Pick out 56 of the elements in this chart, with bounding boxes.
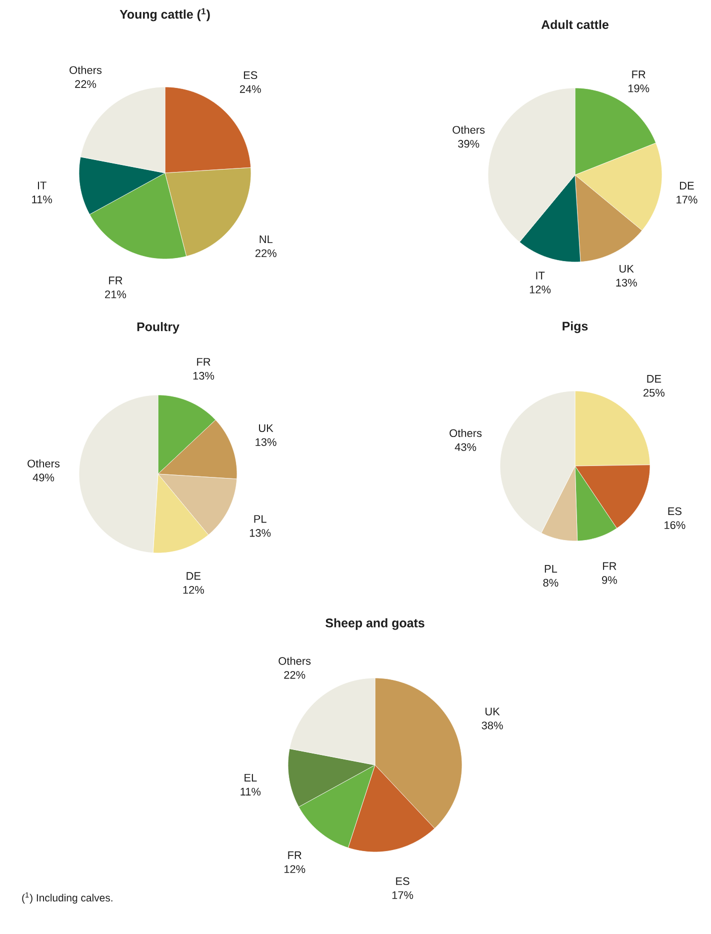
data-label: 39%: [458, 140, 480, 148]
data-label: 17%: [392, 891, 414, 899]
slice-label: Others: [278, 656, 311, 665]
data-label: 11%: [240, 788, 261, 796]
chart-title: Poultry: [137, 322, 180, 334]
data-label: 13%: [256, 438, 276, 446]
text: ($^{1}$) Including calves.: [22, 892, 112, 904]
slice-label: UK: [620, 264, 634, 273]
data-label: 13%: [616, 278, 637, 287]
slice-label: FR: [632, 70, 646, 78]
slice-label: PL: [544, 565, 558, 573]
data-label: 38%: [482, 722, 503, 730]
chart-title: Young cattle ($^{1}$): [120, 8, 210, 22]
data-label: 49%: [32, 474, 54, 482]
data-label: 22%: [75, 80, 96, 88]
slice-label: ES: [396, 877, 410, 886]
data-label: 12%: [183, 586, 204, 594]
slice-label: ES: [668, 507, 682, 516]
data-label: 25%: [644, 388, 664, 397]
slice-label: ES: [244, 71, 258, 80]
slice-label: FR: [288, 851, 302, 859]
slice-label: Others: [28, 459, 60, 468]
slice-label: FR: [109, 276, 122, 284]
slice-label: IT: [536, 272, 545, 280]
slice-label: FR: [603, 562, 616, 570]
data-label: 16%: [664, 521, 686, 530]
slice-label: NL: [260, 236, 273, 244]
data-label: 12%: [284, 865, 306, 873]
slice-label: Others: [450, 428, 482, 438]
data-label: 13%: [193, 372, 214, 380]
slice-label: FR: [197, 358, 210, 366]
chart-title: Adult cattle: [541, 20, 608, 30]
data-label: 19%: [628, 84, 650, 92]
data-label: 43%: [454, 443, 476, 451]
slice-label: UK: [259, 424, 274, 432]
slice-label: Others: [70, 66, 102, 74]
slice-label: PL: [254, 515, 266, 523]
chart-title: Sheep and goats: [326, 618, 424, 630]
slice-label: DE: [186, 572, 201, 580]
data-label: 17%: [676, 196, 698, 204]
slice-label: IT: [38, 182, 46, 190]
slice-label: UK: [486, 708, 500, 716]
data-label: 24%: [240, 85, 261, 93]
data-label: 22%: [255, 249, 276, 258]
data-label: 8%: [543, 578, 558, 587]
chart-title: Pigs: [562, 321, 588, 334]
slice-label: DE: [680, 182, 694, 190]
slice-label: Others: [452, 126, 485, 134]
data-label: 12%: [530, 286, 551, 294]
data-label: 9%: [602, 576, 617, 584]
data-label: 13%: [250, 529, 271, 537]
slice-label: EL: [244, 774, 257, 782]
data-label: 11%: [32, 196, 52, 204]
data-label: 22%: [284, 671, 306, 679]
slice-label: DE: [647, 375, 662, 383]
data-label: 21%: [105, 290, 126, 298]
